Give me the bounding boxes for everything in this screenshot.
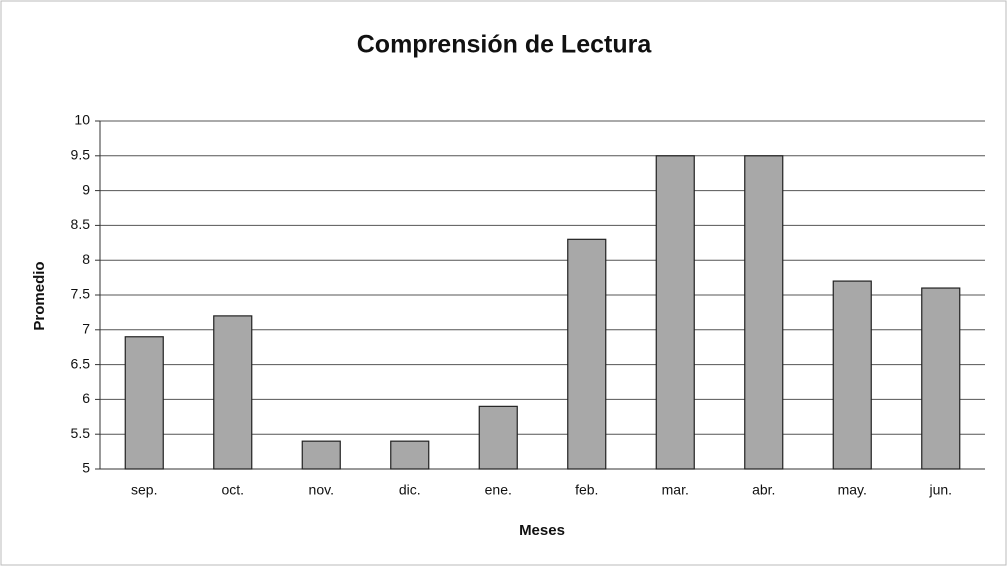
x-tick-label: sep. [131, 482, 157, 498]
bar [301, 440, 341, 470]
bar [744, 155, 784, 470]
bar [832, 280, 872, 470]
y-tick-label: 8 [82, 251, 90, 267]
bar [655, 155, 695, 470]
x-tick-label: feb. [575, 482, 598, 498]
bar [567, 238, 607, 470]
y-tick-label: 7.5 [71, 286, 91, 302]
bar [124, 336, 164, 470]
y-tick-label: 5.5 [71, 425, 91, 441]
y-tick-label: 10 [74, 112, 90, 128]
y-axis-title: Promedio [31, 261, 48, 330]
y-tick-label: 7 [82, 321, 90, 337]
y-tick-label: 6 [82, 390, 90, 406]
x-tick-label: ene. [485, 482, 512, 498]
y-tick-label: 6.5 [71, 355, 91, 371]
y-tick-label: 8.5 [71, 216, 91, 232]
x-tick-label: may. [838, 482, 867, 498]
bar [213, 315, 253, 470]
x-tick-label: oct. [221, 482, 244, 498]
bar [390, 440, 430, 470]
y-tick-label: 9.5 [71, 147, 91, 163]
y-tick-label: 9 [82, 181, 90, 197]
y-tick-label: 5 [82, 460, 90, 476]
bar [478, 405, 518, 470]
x-tick-label: dic. [399, 482, 421, 498]
x-axis-title: Meses [519, 522, 565, 539]
x-tick-label: jun. [928, 482, 952, 498]
chart-title: Comprensión de Lectura [357, 31, 653, 59]
x-tick-label: abr. [752, 482, 775, 498]
x-tick-label: nov. [309, 482, 334, 498]
x-tick-label: mar. [662, 482, 689, 498]
bar [921, 287, 961, 470]
